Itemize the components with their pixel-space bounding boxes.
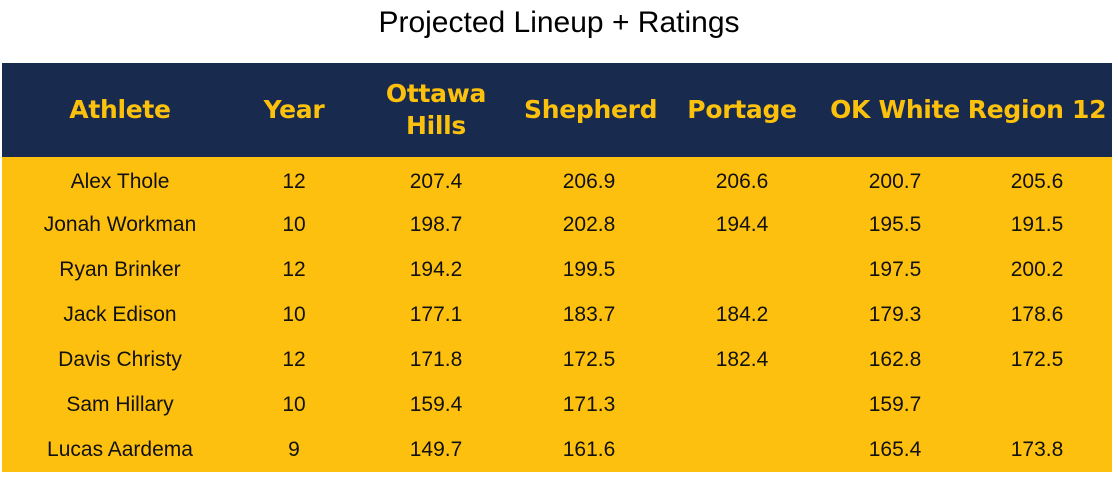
cell-ottawa-hills: 149.7 bbox=[409, 437, 463, 461]
cell-athlete: Lucas Aardema bbox=[47, 437, 193, 461]
cell-ottawa-hills: 198.7 bbox=[409, 212, 463, 236]
column-header-ok-white: OK White bbox=[830, 95, 960, 124]
cell-shepherd: 161.6 bbox=[562, 437, 616, 461]
cell-year: 10 bbox=[282, 302, 306, 326]
cell-region-12: 191.5 bbox=[1010, 212, 1064, 236]
column-header-athlete: Athlete bbox=[69, 95, 171, 124]
cell-ok-white: 162.8 bbox=[868, 347, 922, 371]
cell-portage: 184.2 bbox=[715, 302, 769, 326]
cell-portage bbox=[656, 247, 828, 292]
cell-shepherd: 202.8 bbox=[562, 212, 616, 236]
cell-year: 12 bbox=[282, 347, 306, 371]
cell-athlete: Jack Edison bbox=[63, 302, 177, 326]
cell-ottawa-hills: 207.4 bbox=[409, 169, 463, 193]
cell-portage: 206.6 bbox=[715, 169, 769, 193]
cell-year: 10 bbox=[282, 212, 306, 236]
table-row: Lucas Aardema 9 149.7 161.6 165.4 173.8 bbox=[2, 427, 1112, 472]
cell-region-12: 172.5 bbox=[1010, 347, 1064, 371]
cell-region-12: 178.6 bbox=[1010, 302, 1064, 326]
cell-ok-white: 195.5 bbox=[868, 212, 922, 236]
table-row: Ryan Brinker 12 194.2 199.5 197.5 200.2 bbox=[2, 247, 1112, 292]
cell-athlete: Sam Hillary bbox=[66, 392, 174, 416]
table-row: Alex Thole 12 207.4 206.9 206.6 200.7 205.6 bbox=[2, 157, 1112, 202]
cell-ok-white: 200.7 bbox=[868, 169, 922, 193]
cell-ottawa-hills: 171.8 bbox=[409, 347, 463, 371]
table-row: Jonah Workman 10 198.7 202.8 194.4 195.5 191.5 bbox=[2, 202, 1112, 247]
table-body: Alex Thole 12 207.4 206.9 206.6 200.7 205.6 Jon… bbox=[2, 157, 1112, 472]
column-header-region-12: Region 12 bbox=[967, 95, 1107, 124]
cell-ottawa-hills: 194.2 bbox=[409, 257, 463, 281]
cell-ottawa-hills: 177.1 bbox=[409, 302, 463, 326]
ratings-table: Athlete Year Ottawa Hills Shepherd Porta… bbox=[2, 63, 1112, 472]
cell-athlete: Ryan Brinker bbox=[59, 257, 181, 281]
cell-region-12 bbox=[962, 382, 1112, 427]
header-row: Athlete Year Ottawa Hills Shepherd Porta… bbox=[2, 63, 1112, 157]
column-header-shepherd: Shepherd bbox=[524, 95, 658, 124]
cell-year: 10 bbox=[282, 392, 306, 416]
page-title: Projected Lineup + Ratings bbox=[378, 6, 740, 39]
cell-athlete: Jonah Workman bbox=[43, 212, 197, 236]
cell-shepherd: 183.7 bbox=[562, 302, 616, 326]
table-row: Jack Edison 10 177.1 183.7 184.2 179.3 178.6 bbox=[2, 292, 1112, 337]
cell-athlete: Alex Thole bbox=[70, 169, 170, 193]
cell-region-12: 173.8 bbox=[1010, 437, 1064, 461]
table-header: Athlete Year Ottawa Hills Shepherd Porta… bbox=[2, 63, 1112, 157]
cell-year: 12 bbox=[282, 257, 306, 281]
column-header-year: Year bbox=[263, 95, 325, 124]
cell-ok-white: 159.7 bbox=[868, 392, 922, 416]
cell-portage: 194.4 bbox=[715, 212, 769, 236]
cell-portage bbox=[656, 427, 828, 472]
cell-ok-white: 179.3 bbox=[868, 302, 922, 326]
cell-ottawa-hills: 159.4 bbox=[409, 392, 463, 416]
table-row: Sam Hillary 10 159.4 171.3 159.7 bbox=[2, 382, 1112, 427]
column-header-portage: Portage bbox=[687, 95, 797, 124]
cell-region-12: 200.2 bbox=[1010, 257, 1064, 281]
column-header-ottawa-hills: Ottawa Hills bbox=[385, 79, 487, 140]
cell-shepherd: 199.5 bbox=[562, 257, 616, 281]
cell-portage: 182.4 bbox=[715, 347, 769, 371]
cell-ok-white: 197.5 bbox=[868, 257, 922, 281]
cell-shepherd: 172.5 bbox=[562, 347, 616, 371]
cell-region-12: 205.6 bbox=[1010, 169, 1064, 193]
cell-year: 9 bbox=[288, 437, 300, 461]
cell-athlete: Davis Christy bbox=[58, 347, 182, 371]
cell-ok-white: 165.4 bbox=[868, 437, 922, 461]
cell-shepherd: 171.3 bbox=[562, 392, 616, 416]
table-row: Davis Christy 12 171.8 172.5 182.4 162.8 172.5 bbox=[2, 337, 1112, 382]
cell-year: 12 bbox=[282, 169, 306, 193]
cell-portage bbox=[656, 382, 828, 427]
cell-shepherd: 206.9 bbox=[562, 169, 616, 193]
